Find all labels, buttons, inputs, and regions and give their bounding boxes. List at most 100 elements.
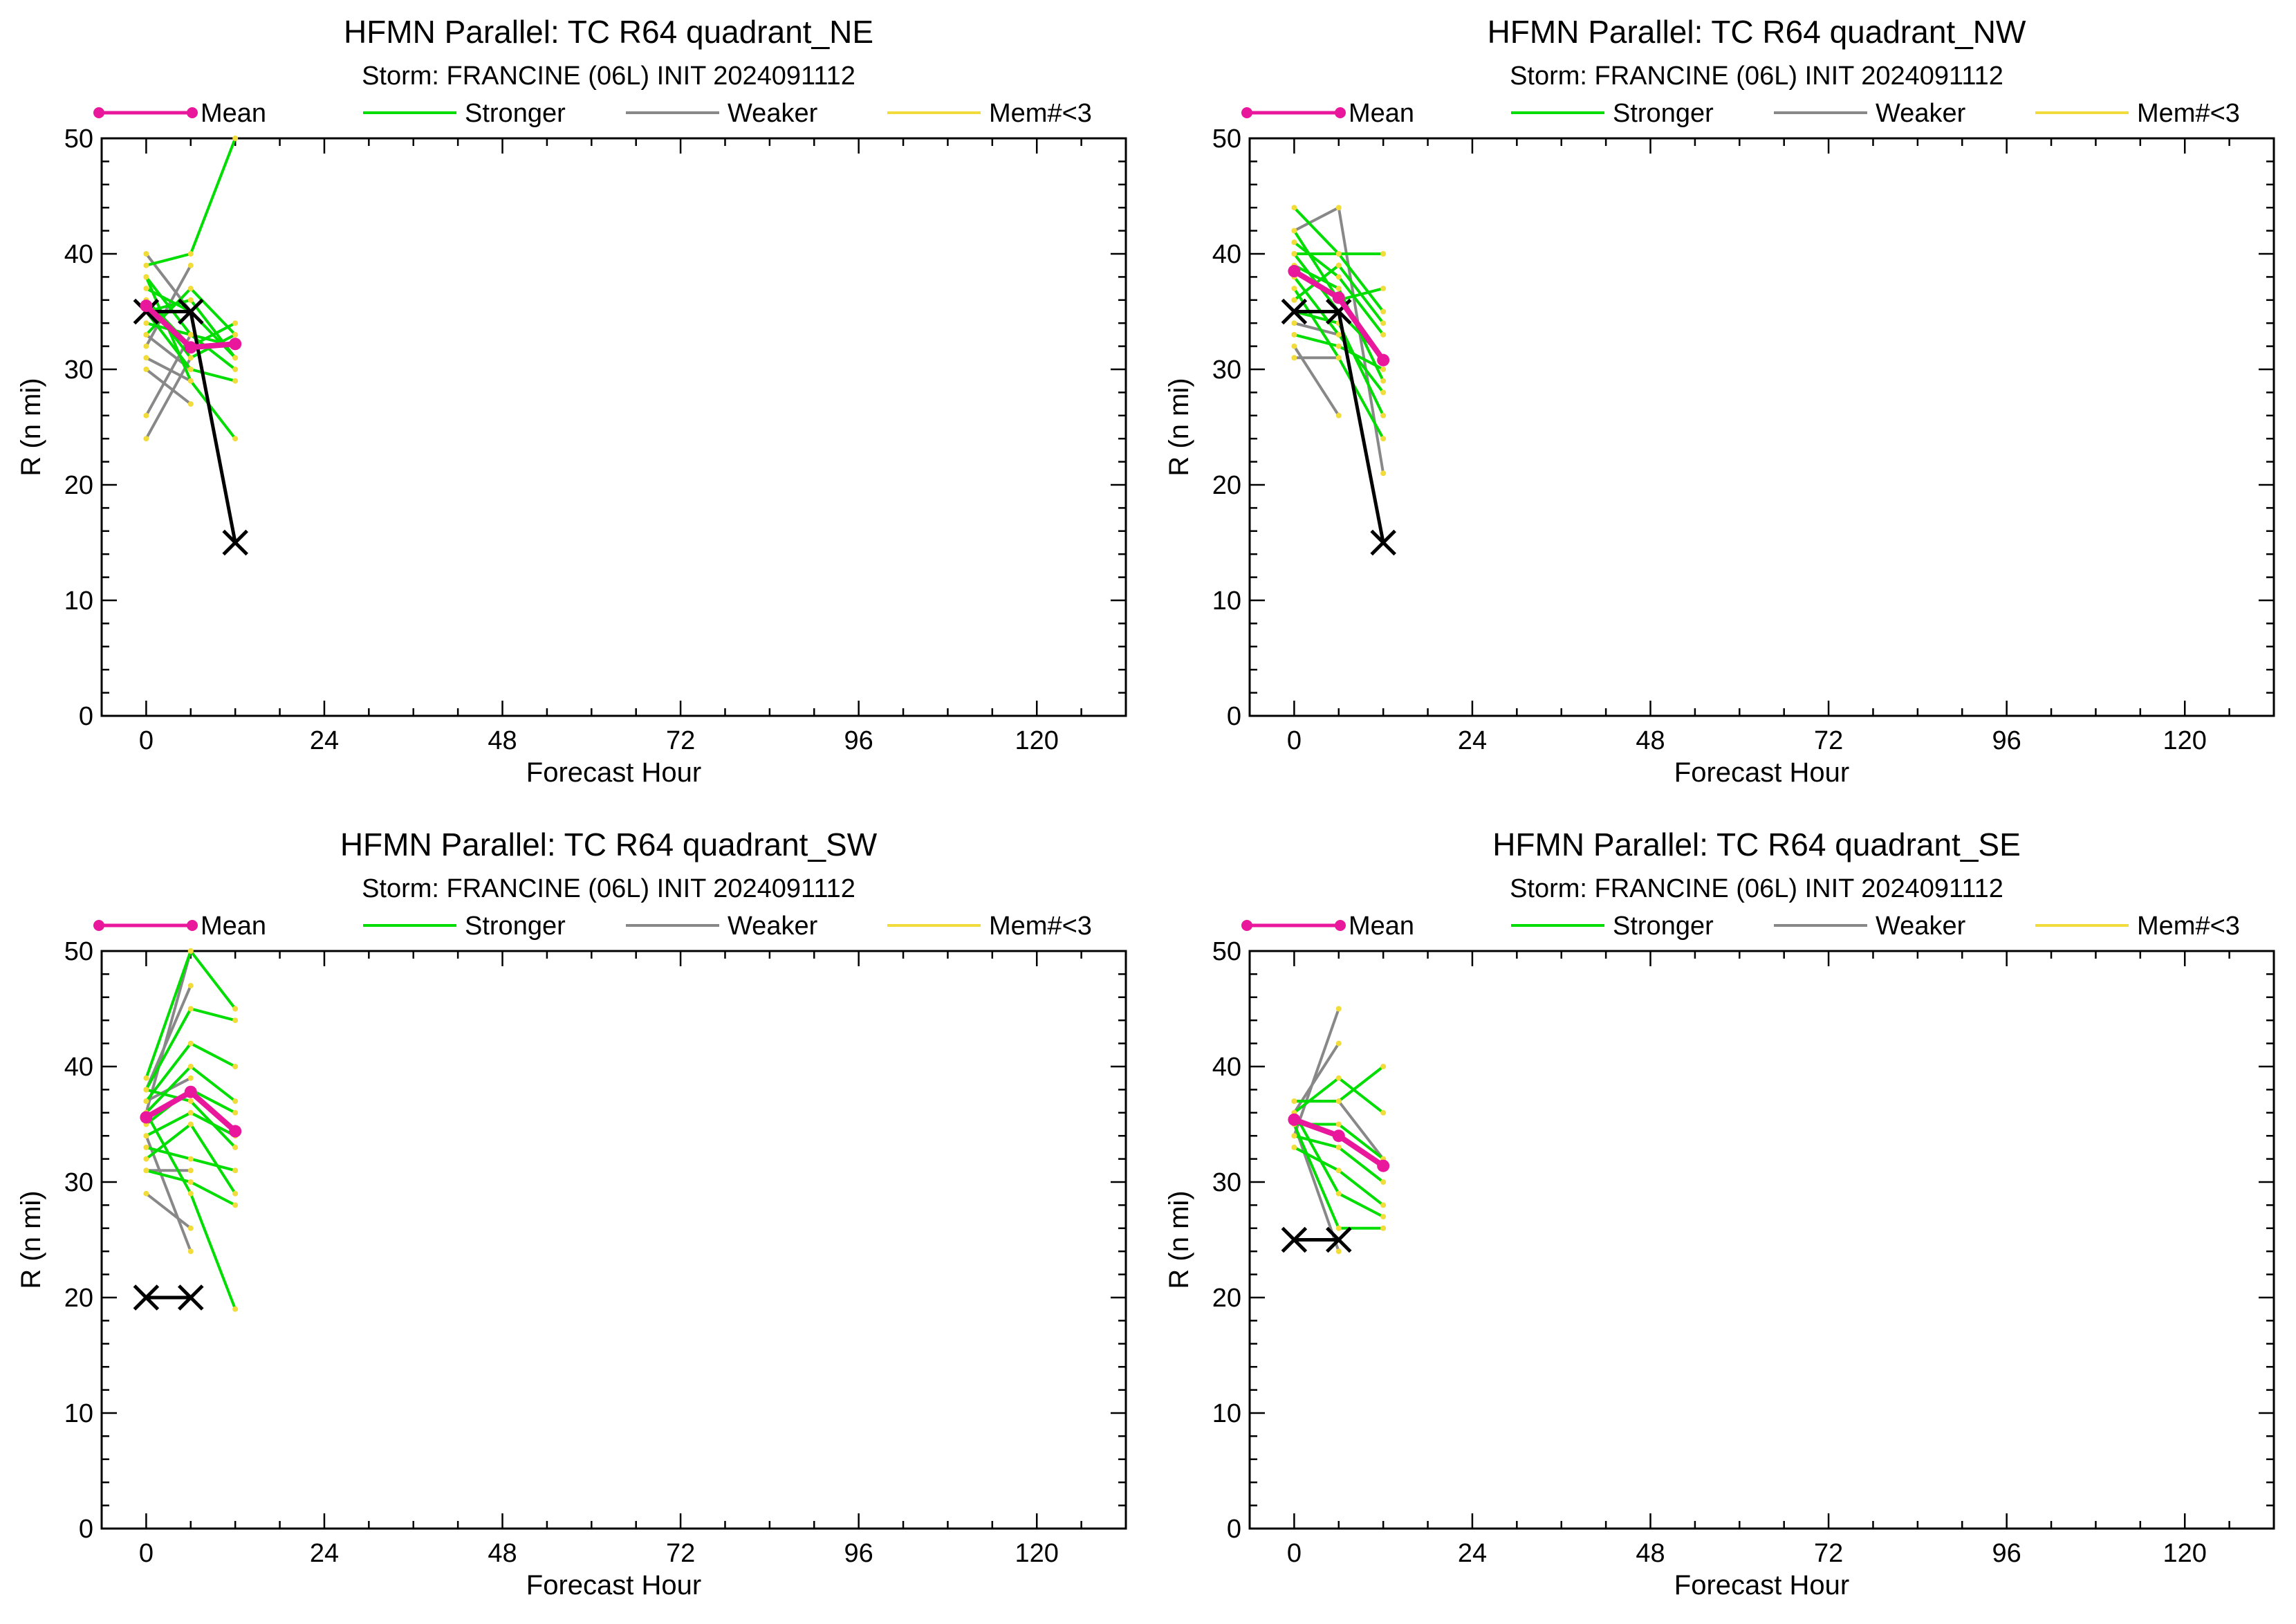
y-tick-label: 10 (1212, 587, 1241, 616)
y-tick-label: 0 (1227, 702, 1241, 731)
x-tick-label: 72 (1814, 1539, 1843, 1568)
x-tick-label: 96 (844, 726, 873, 755)
weaker-member-line (145, 1135, 192, 1252)
y-axis-label: R (n mi) (16, 1190, 46, 1289)
member-point (187, 1168, 194, 1174)
y-tick-label: 20 (1212, 1284, 1241, 1313)
member-point (1380, 378, 1387, 384)
mean-point (1377, 1159, 1390, 1172)
member-point (1380, 1225, 1387, 1231)
member-point (187, 1248, 194, 1255)
stronger-member-line (145, 138, 237, 267)
member-point (232, 1306, 239, 1312)
weaker-member-line (1293, 322, 1340, 336)
member-point (1335, 262, 1342, 268)
member-point (1380, 470, 1387, 477)
member-point (232, 1190, 239, 1197)
member-point (187, 331, 194, 338)
y-tick-label: 50 (64, 124, 93, 154)
stronger-member-line (145, 1111, 237, 1310)
weaker-member-line (145, 356, 192, 382)
best-track-marker (133, 1284, 160, 1311)
member-point (1291, 297, 1297, 303)
member-point (143, 412, 149, 418)
chart-title: HFMN Parallel: TC R64 quadrant_SE (1492, 827, 2021, 862)
y-tick-label: 30 (1212, 356, 1241, 385)
member-point (232, 136, 239, 141)
member-point (143, 355, 149, 361)
member-point (187, 262, 194, 268)
x-tick-label: 72 (666, 726, 695, 755)
best-track-marker (1326, 298, 1352, 325)
legend-weaker-label: Weaker (1876, 912, 1966, 941)
x-tick-label: 96 (844, 1539, 873, 1568)
mean-point (140, 299, 153, 313)
y-tick-label: 40 (1212, 1053, 1241, 1082)
y-axis-label: R (n mi) (1164, 378, 1194, 476)
member-point (232, 1202, 239, 1208)
y-tick-label: 10 (64, 1399, 93, 1428)
member-point (232, 1109, 239, 1116)
member-point (187, 251, 194, 257)
member-point (232, 1017, 239, 1024)
member-point (1335, 1248, 1342, 1255)
y-tick-label: 20 (64, 1284, 93, 1313)
y-tick-label: 50 (1212, 937, 1241, 966)
x-axis-label: Forecast Hour (526, 757, 701, 788)
member-point (1380, 320, 1387, 326)
member-point (1291, 355, 1297, 361)
x-tick-label: 120 (2163, 726, 2207, 755)
member-point (187, 1121, 194, 1127)
best-track-marker (1281, 298, 1308, 325)
member-point (187, 1040, 194, 1046)
member-point (143, 1156, 149, 1162)
legend-weaker-label: Weaker (728, 99, 818, 128)
legend-stronger-label: Stronger (465, 912, 566, 941)
y-axis-label: R (n mi) (1164, 1190, 1194, 1289)
member-point (187, 948, 194, 954)
member-point (232, 331, 239, 338)
member-point (1335, 1075, 1342, 1081)
chart-panel-1: HFMN Parallel: TC R64 quadrant_NW Storm: … (1164, 14, 2275, 788)
legend-members-label: Mem#<3 (989, 912, 1092, 941)
member-point (1291, 1098, 1297, 1105)
legend-stronger-label: Stronger (1613, 912, 1714, 941)
mean-point (1332, 291, 1345, 304)
legend-weaker-label: Weaker (1876, 99, 1966, 128)
x-tick-label: 0 (1287, 726, 1302, 755)
legend-mean-dot (1241, 107, 1252, 118)
x-tick-label: 48 (1636, 1539, 1665, 1568)
mean-point (1288, 1113, 1301, 1126)
legend-members-label: Mem#<3 (989, 99, 1092, 128)
legend-mean-label: Mean (1349, 99, 1414, 128)
best-track-marker (1370, 529, 1396, 556)
y-tick-label: 50 (64, 937, 93, 966)
member-point (187, 297, 194, 303)
legend-mean-label: Mean (1349, 912, 1414, 941)
y-tick-label: 40 (64, 240, 93, 269)
member-point (1291, 320, 1297, 326)
member-point (143, 286, 149, 292)
x-tick-label: 0 (1287, 1539, 1302, 1568)
chart-panel-2: HFMN Parallel: TC R64 quadrant_SW Storm: … (16, 827, 1127, 1600)
x-axis-label: Forecast Hour (1674, 757, 1849, 788)
y-tick-label: 50 (1212, 124, 1241, 154)
member-point (232, 436, 239, 442)
member-point (1380, 1214, 1387, 1220)
member-point (187, 1064, 194, 1069)
weaker-member-line (1293, 1008, 1340, 1136)
member-point (232, 1168, 239, 1174)
member-point (1291, 228, 1297, 234)
member-point (232, 355, 239, 361)
y-tick-label: 10 (64, 587, 93, 616)
y-tick-label: 40 (64, 1053, 93, 1082)
best-track-marker (1326, 1226, 1352, 1253)
mean-point (229, 338, 242, 351)
member-point (143, 343, 149, 349)
x-tick-label: 24 (310, 1539, 339, 1568)
y-tick-label: 30 (1212, 1168, 1241, 1197)
mean-point (140, 1111, 153, 1124)
member-point (232, 1144, 239, 1150)
x-tick-label: 120 (1015, 726, 1059, 755)
y-tick-label: 0 (79, 1515, 93, 1544)
